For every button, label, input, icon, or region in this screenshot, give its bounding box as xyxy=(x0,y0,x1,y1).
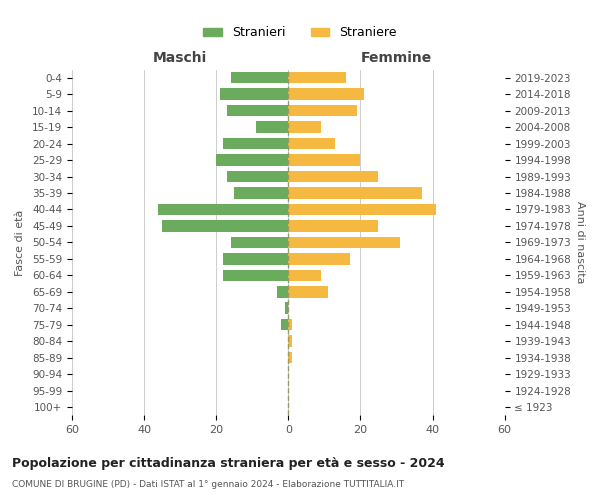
Bar xyxy=(288,319,292,330)
Bar xyxy=(288,220,379,232)
Bar xyxy=(230,236,288,248)
Bar xyxy=(288,122,321,133)
Bar xyxy=(234,187,288,199)
Bar xyxy=(288,72,346,84)
Bar xyxy=(288,352,292,364)
Bar xyxy=(162,220,288,232)
Bar xyxy=(284,302,288,314)
Bar xyxy=(288,88,364,100)
Bar xyxy=(256,122,288,133)
Bar xyxy=(216,154,288,166)
Text: Maschi: Maschi xyxy=(153,50,207,64)
Bar xyxy=(158,204,288,215)
Bar xyxy=(223,270,288,281)
Bar xyxy=(277,286,288,298)
Legend: Stranieri, Straniere: Stranieri, Straniere xyxy=(198,21,402,44)
Bar xyxy=(288,270,321,281)
Text: Femmine: Femmine xyxy=(361,50,432,64)
Bar xyxy=(227,105,288,117)
Bar xyxy=(281,319,288,330)
Bar xyxy=(223,138,288,149)
Bar xyxy=(288,336,292,347)
Bar xyxy=(223,253,288,264)
Text: COMUNE DI BRUGINE (PD) - Dati ISTAT al 1° gennaio 2024 - Elaborazione TUTTITALIA: COMUNE DI BRUGINE (PD) - Dati ISTAT al 1… xyxy=(12,480,404,489)
Bar xyxy=(227,171,288,182)
Bar xyxy=(288,204,436,215)
Bar xyxy=(288,286,328,298)
Text: Popolazione per cittadinanza straniera per età e sesso - 2024: Popolazione per cittadinanza straniera p… xyxy=(12,458,445,470)
Y-axis label: Fasce di età: Fasce di età xyxy=(15,209,25,276)
Bar xyxy=(288,138,335,149)
Bar xyxy=(288,187,422,199)
Bar xyxy=(230,72,288,84)
Bar xyxy=(288,236,400,248)
Bar xyxy=(288,171,379,182)
Bar xyxy=(288,154,361,166)
Bar xyxy=(288,105,357,117)
Bar xyxy=(288,253,350,264)
Bar xyxy=(220,88,288,100)
Y-axis label: Anni di nascita: Anni di nascita xyxy=(575,201,585,283)
